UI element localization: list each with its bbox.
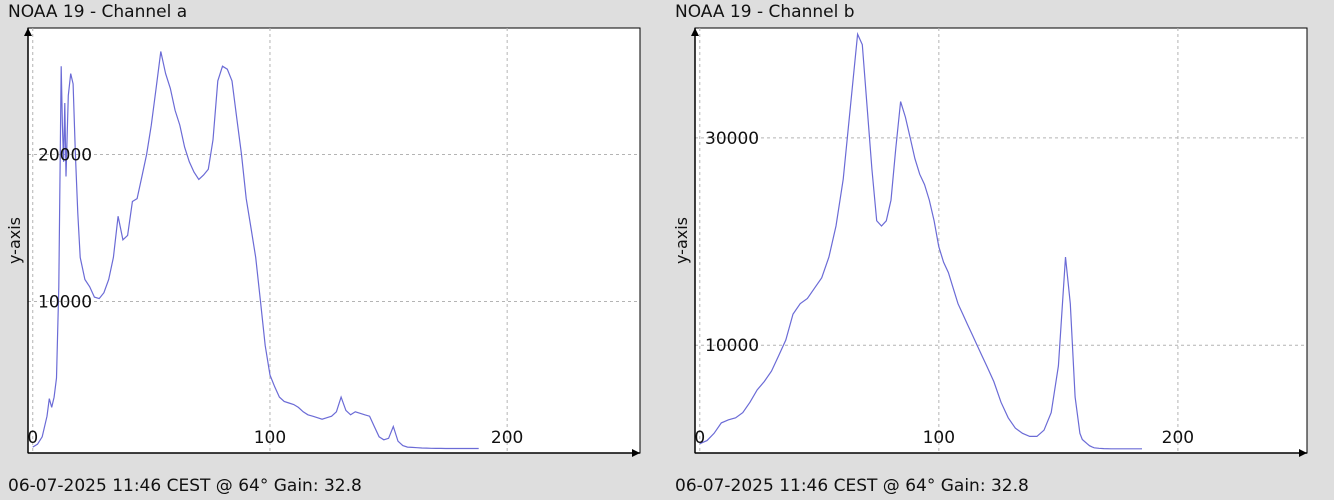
- series-line: [699, 31, 1142, 450]
- y-axis-arrow-icon: [24, 28, 32, 36]
- chart-plot-channel-b: 0 100 200 10000 30000 y-axis: [672, 27, 1308, 457]
- y-tick-label: 20000: [38, 145, 92, 165]
- x-tick-label: 100: [923, 428, 955, 448]
- chart-title: NOAA 19 - Channel b: [675, 2, 855, 22]
- y-tick-label: 10000: [705, 336, 759, 356]
- plot-area: [27, 27, 641, 454]
- chart-plot-channel-a: 0 100 200 10000 20000 y-axis: [5, 27, 641, 457]
- y-axis-arrow-icon: [691, 28, 699, 36]
- x-tick-label: 100: [254, 428, 286, 448]
- x-tick-label: 200: [1162, 428, 1194, 448]
- y-tick-label: 10000: [38, 293, 92, 313]
- x-tick-label: 200: [491, 428, 523, 448]
- x-axis-arrow-icon: [632, 449, 640, 457]
- chart-panel-channel-a: NOAA 19 - Channel a 0 100 200 10000 20000 y-a…: [5, 2, 641, 496]
- chart-footer: 06-07-2025 11:46 CEST @ 64° Gain: 32.8: [8, 476, 362, 496]
- chart-footer: 06-07-2025 11:46 CEST @ 64° Gain: 32.8: [675, 476, 1029, 496]
- x-axis-arrow-icon: [1299, 449, 1307, 457]
- x-tick-label: 0: [27, 428, 38, 448]
- chart-title: NOAA 19 - Channel a: [8, 2, 188, 22]
- chart-panel-channel-b: NOAA 19 - Channel b 0 100 200 10000 30000 y-a…: [667, 0, 1334, 500]
- plot-area: [694, 27, 1308, 454]
- series-line: [32, 51, 479, 450]
- x-tick-label: 0: [694, 428, 705, 448]
- y-axis-label: y-axis: [5, 217, 24, 264]
- y-axis-label: y-axis: [672, 217, 691, 264]
- y-tick-label: 30000: [705, 129, 759, 149]
